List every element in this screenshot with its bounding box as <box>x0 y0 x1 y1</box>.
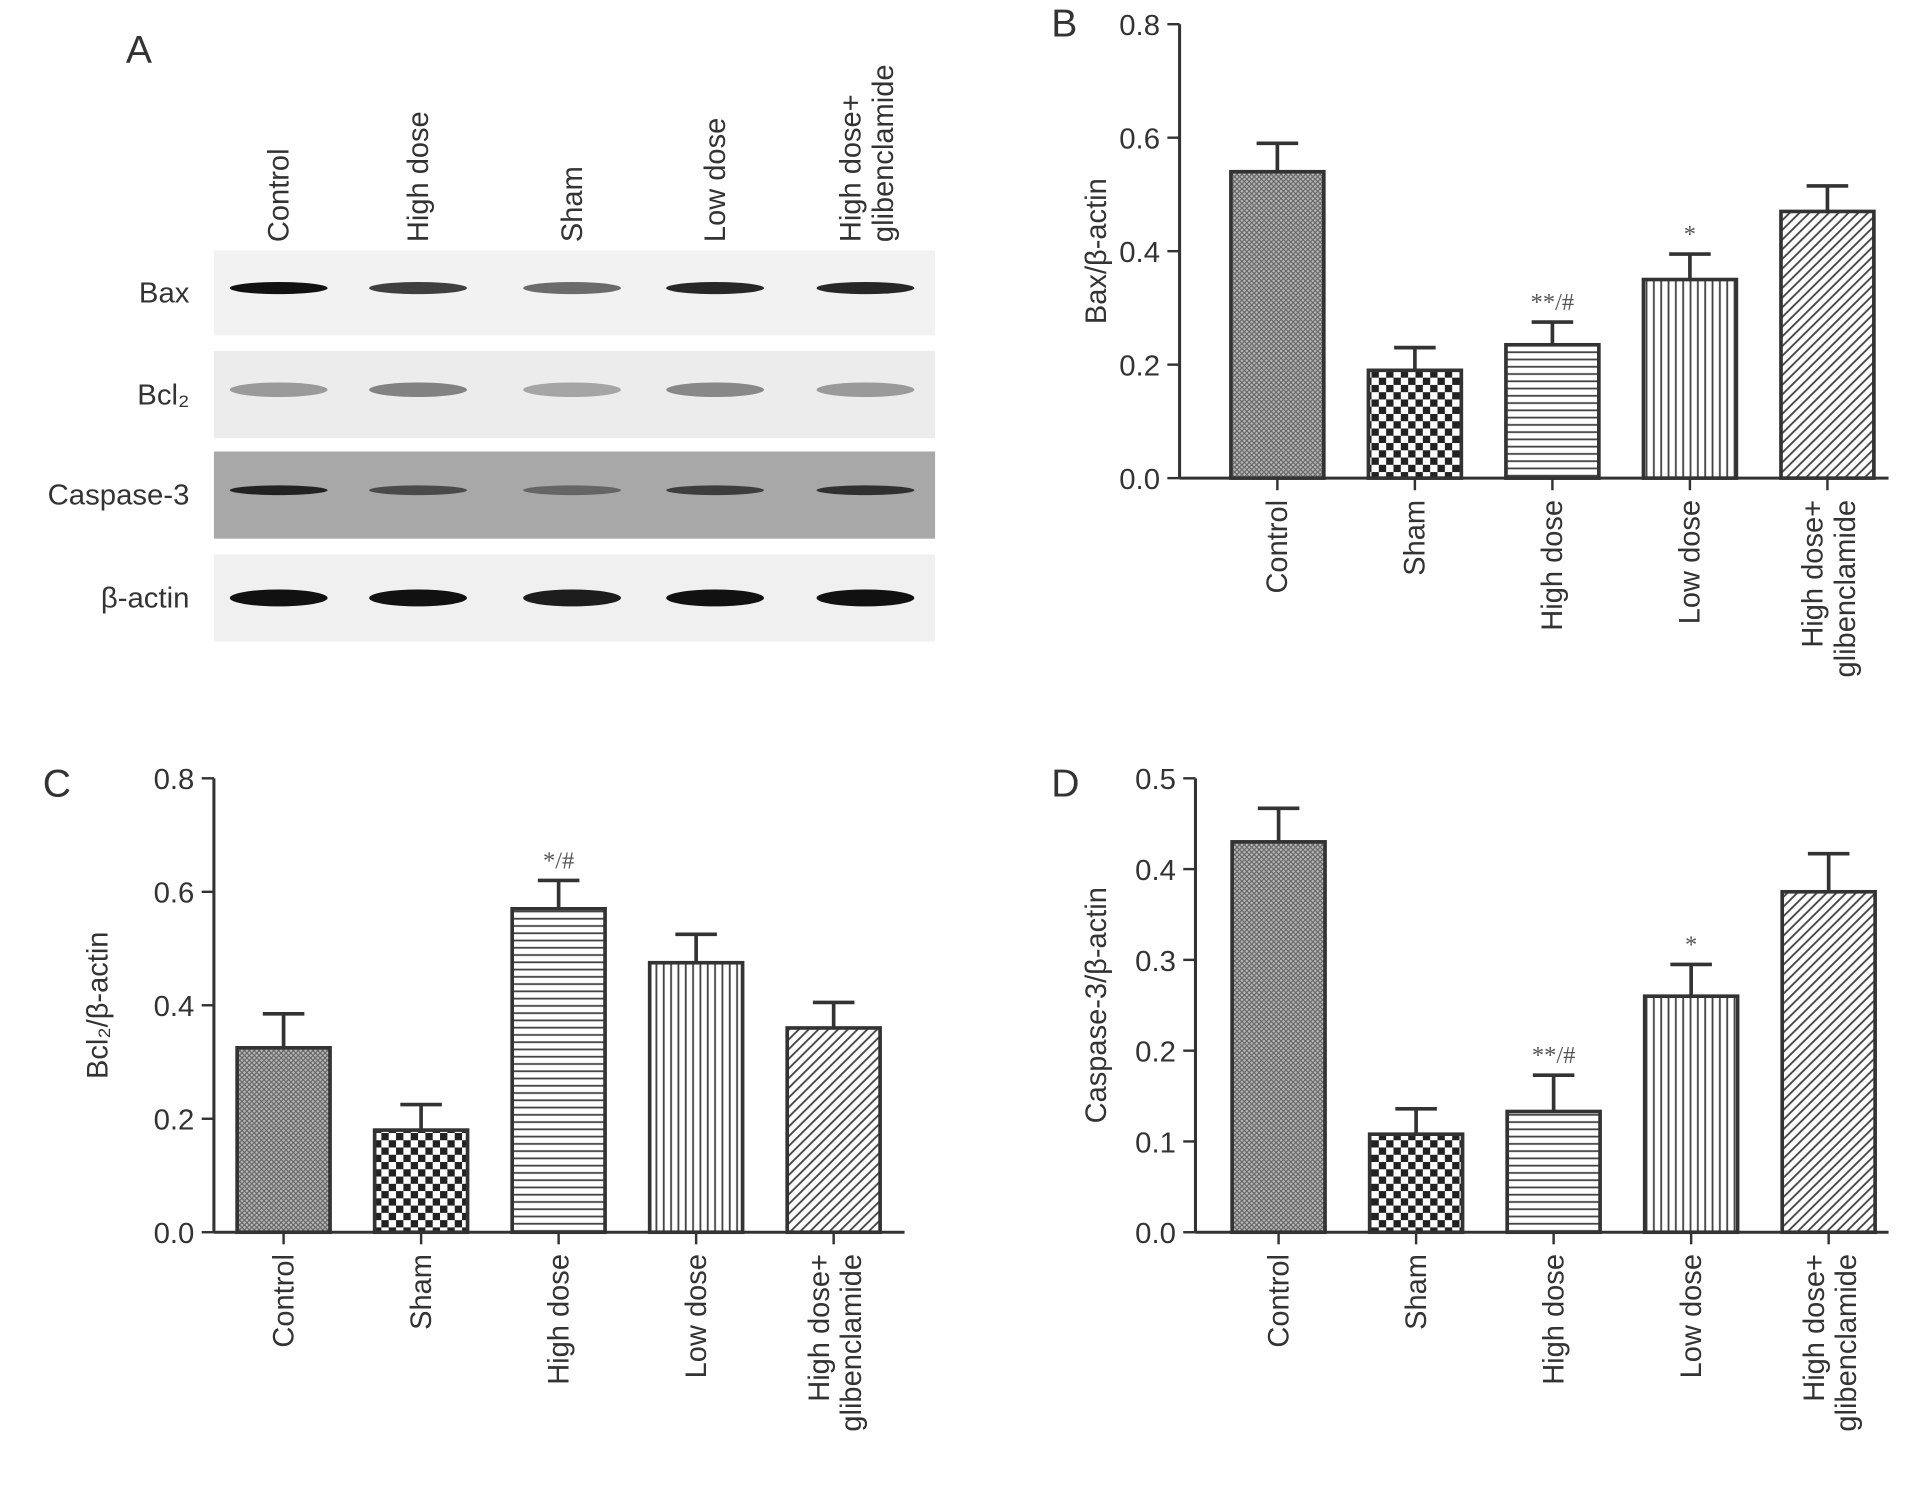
bar <box>647 960 745 1235</box>
blot-band <box>369 382 467 398</box>
bar <box>1641 277 1739 480</box>
row-label: Caspase-3 <box>48 480 190 512</box>
blot-band <box>666 485 764 496</box>
y-tick-label: 0.2 <box>1119 351 1160 383</box>
blot-band <box>369 485 467 496</box>
blot-band <box>369 282 467 295</box>
lane-label: High dose+glibenclamide <box>835 64 899 242</box>
bar <box>1229 169 1326 480</box>
y-axis-label: Bax/β-actin <box>1081 178 1113 324</box>
y-tick-label: 0.4 <box>1135 855 1176 887</box>
row-label: Bax <box>139 278 190 310</box>
y-tick-label: 0.5 <box>1135 764 1176 796</box>
y-tick-label: 0.8 <box>154 764 195 796</box>
y-axis-label: Bcl₂/β-actin <box>82 932 114 1079</box>
lane-label: Control <box>263 148 295 242</box>
y-tick-label: 0.0 <box>1119 464 1160 496</box>
bar <box>1230 840 1327 1235</box>
annotation: * <box>1684 221 1696 248</box>
blot-band <box>816 282 915 295</box>
blot-band <box>816 382 915 398</box>
blot-band <box>229 282 328 295</box>
x-tick-label: Control <box>1262 500 1294 594</box>
y-tick-label: 0.0 <box>154 1218 195 1250</box>
blot-band <box>666 382 764 398</box>
x-tick-label: Control <box>1263 1254 1295 1348</box>
x-tick-label: High dose <box>543 1254 575 1385</box>
x-tick-label: Low dose <box>1676 1254 1708 1378</box>
blot-band <box>666 589 764 607</box>
bar <box>1366 368 1464 480</box>
lane-label: High dose <box>403 111 435 242</box>
x-tick-label: High dose <box>1537 500 1569 631</box>
annotation: **/# <box>1532 1042 1575 1069</box>
x-tick-label: High dose <box>1538 1254 1570 1385</box>
panel-label: D <box>1051 763 1079 806</box>
blot-band <box>229 382 328 398</box>
blot-band <box>229 589 328 607</box>
bar <box>1779 209 1876 480</box>
lane-label: Sham <box>557 166 589 242</box>
y-axis-label: Caspase-3/β-actin <box>1081 887 1113 1123</box>
blot-strip <box>213 451 936 539</box>
x-tick-label: Sham <box>1400 500 1432 576</box>
bar <box>1504 342 1601 480</box>
blot-band <box>369 589 467 607</box>
y-tick-label: 0.8 <box>1119 10 1160 42</box>
x-tick-label: High dose+glibenclamide <box>1799 1254 1863 1432</box>
x-tick-label: High dose+glibenclamide <box>804 1254 868 1432</box>
y-tick-label: 0.2 <box>154 1105 195 1137</box>
y-tick-label: 0.4 <box>154 991 195 1023</box>
bar <box>785 1026 882 1235</box>
annotation: */# <box>543 847 574 874</box>
annotation: * <box>1685 931 1697 958</box>
annotation: **/# <box>1531 289 1574 316</box>
bar <box>235 1046 332 1235</box>
x-tick-label: High dose+glibenclamide <box>1797 500 1861 678</box>
panel-label: B <box>1051 2 1077 45</box>
bar <box>1780 889 1877 1235</box>
bar <box>1505 1109 1602 1235</box>
blot-band <box>523 485 621 496</box>
y-tick-label: 0.2 <box>1135 1037 1176 1069</box>
bar <box>1642 994 1740 1235</box>
blot-band <box>523 382 621 398</box>
blot-band <box>523 282 621 295</box>
x-tick-label: Sham <box>1401 1254 1433 1330</box>
y-tick-label: 0.1 <box>1135 1127 1176 1159</box>
blot-band <box>816 589 915 607</box>
bar <box>372 1128 470 1235</box>
y-tick-label: 0.3 <box>1135 946 1176 978</box>
y-tick-label: 0.0 <box>1135 1218 1176 1250</box>
row-label: Bcl₂ <box>137 379 189 411</box>
blot-band <box>666 282 764 295</box>
x-tick-label: Low dose <box>681 1254 713 1378</box>
row-label: β-actin <box>101 583 190 615</box>
blot-band <box>523 589 621 607</box>
bar <box>510 906 607 1235</box>
panel-label: A <box>126 29 152 72</box>
x-tick-label: Sham <box>406 1254 438 1330</box>
bar <box>1367 1132 1465 1235</box>
y-tick-label: 0.6 <box>154 878 195 910</box>
blot-band <box>229 485 328 496</box>
blot-band <box>816 485 915 496</box>
y-tick-label: 0.6 <box>1119 124 1160 156</box>
panel-label: C <box>43 763 71 806</box>
y-tick-label: 0.4 <box>1119 237 1160 269</box>
x-tick-label: Control <box>268 1254 300 1348</box>
x-tick-label: Low dose <box>1675 500 1707 624</box>
lane-label: Low dose <box>700 118 732 242</box>
